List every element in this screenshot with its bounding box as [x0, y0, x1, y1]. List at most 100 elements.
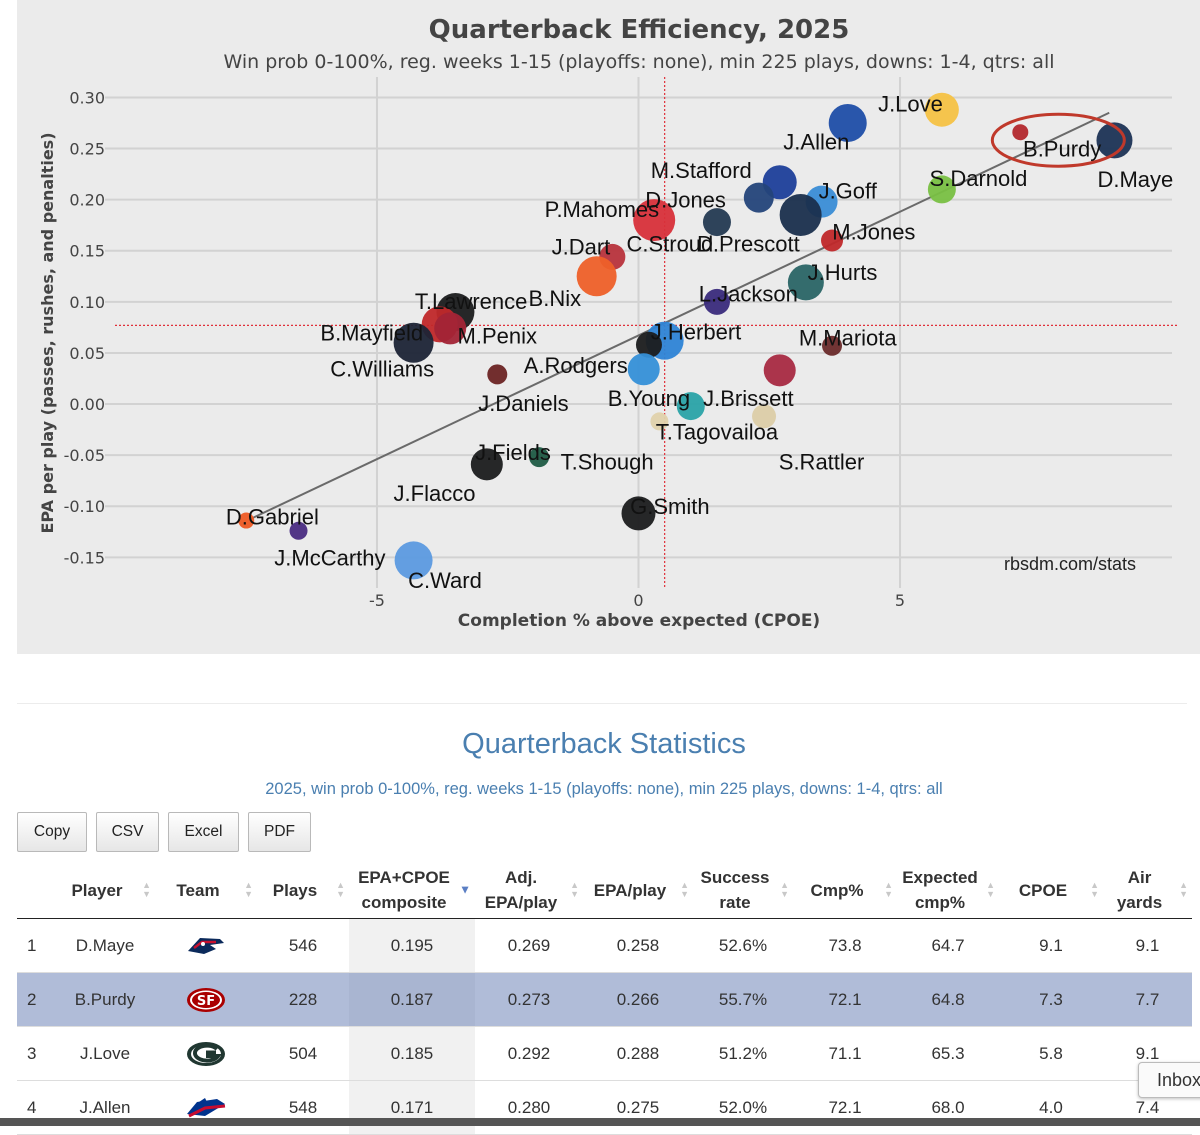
point-ljackson[interactable]: [703, 288, 730, 315]
label-cward: C.Ward: [408, 568, 482, 593]
point-mmariota[interactable]: [822, 335, 843, 356]
pdf-button[interactable]: PDF: [248, 812, 311, 852]
adj-epa-cell: 0.280: [475, 1080, 583, 1135]
x-axis-label: Completion % above expected (CPOE): [458, 611, 820, 631]
stats-subtitle: 2025, win prob 0-100%, reg. weeks 1-15 (…: [265, 780, 943, 798]
svg-text:SF: SF: [197, 994, 215, 1009]
point-jflacco[interactable]: [470, 448, 503, 481]
table-row[interactable]: 4 J.Allen 548 0.171 0.280 0.275 52.0% 72…: [17, 1080, 1192, 1135]
label-tlawrence: T.Lawrence: [415, 289, 528, 314]
label-jflacco: J.Flacco: [394, 481, 476, 506]
cpoe-cell: 9.1: [999, 918, 1103, 973]
label-dgabriel: D.Gabriel: [226, 504, 319, 529]
point-bnix[interactable]: [576, 256, 617, 297]
col-header-cmp[interactable]: Cmp% ▲ ▼: [793, 862, 897, 919]
sort-icon: ▲ ▼: [570, 880, 579, 899]
point-gsmith[interactable]: [621, 496, 656, 531]
point-mjones[interactable]: [821, 229, 844, 252]
col-header-air[interactable]: Air yards ▲ ▼: [1103, 862, 1192, 919]
col-header-player[interactable]: Player ▲ ▼: [55, 862, 155, 919]
csv-button[interactable]: CSV: [96, 812, 159, 852]
sort-icon: ▲ ▼: [1179, 880, 1188, 899]
point-sdarnold[interactable]: [927, 175, 956, 204]
y-tick-label: 0.20: [69, 191, 105, 210]
trendline: [251, 111, 1110, 520]
label-dprescott: D.Prescott: [697, 232, 800, 257]
col-header-plays[interactable]: Plays ▲ ▼: [257, 862, 349, 919]
epa-cell: 0.275: [583, 1080, 693, 1135]
inbox-tab[interactable]: Inbox: [1138, 1062, 1200, 1098]
y-tick-label: 0.15: [69, 242, 105, 261]
col-header-cpoe[interactable]: CPOE ▲ ▼: [999, 862, 1103, 919]
point-mpenix[interactable]: [434, 312, 467, 345]
excel-button[interactable]: Excel: [168, 812, 239, 852]
cpoe-cell: 4.0: [999, 1080, 1103, 1135]
point-pmahomes[interactable]: [633, 199, 676, 242]
cmp-cell: 71.1: [793, 1026, 897, 1081]
sort-icon: ▲ ▼: [986, 880, 995, 899]
plays-cell: 548: [257, 1080, 349, 1135]
col-header-success[interactable]: Success rate ▲ ▼: [693, 862, 793, 919]
y-axis-label: EPA per play (passes, rushes, and penalt…: [38, 132, 57, 533]
point-labels: J.Love J.Allen B.Purdy M.Stafford D.Maye S.Da…: [226, 92, 1173, 593]
point-djones[interactable]: [743, 182, 774, 213]
copy-button[interactable]: Copy: [17, 812, 87, 852]
point-dprescott[interactable]: [779, 193, 822, 236]
cmp-cell: 72.1: [793, 1080, 897, 1135]
col-header-epa[interactable]: EPA/play ▲ ▼: [583, 862, 693, 919]
table-row[interactable]: 1 D.Maye 546 0.195 0.269 0.258 52.6% 73.…: [17, 918, 1192, 973]
point-tshough[interactable]: [529, 447, 550, 468]
air-cell: 9.1: [1103, 918, 1192, 973]
col-header-composite[interactable]: EPA+CPOE composite ▼: [349, 862, 475, 919]
composite-cell: 0.185: [349, 1026, 475, 1081]
point-dgabriel[interactable]: [238, 512, 255, 529]
mean-lines: [115, 77, 1179, 588]
label-jfields: J.Fields: [475, 440, 551, 465]
label-ttagovailoa: T.Tagovailoa: [656, 420, 779, 445]
highlight-circle: [990, 112, 1126, 168]
label-arodgers: A.Rodgers: [524, 353, 628, 378]
plays-cell: 228: [257, 972, 349, 1027]
chart-subtitle: Win prob 0-100%, reg. weeks 1-15 (playof…: [223, 51, 1054, 73]
point-jbrissett[interactable]: [763, 354, 796, 387]
label-cstroud: C.Stroud: [626, 232, 713, 257]
sort-icon: ▲ ▼: [142, 880, 151, 899]
col-header-exp-cmp[interactable]: Expected cmp% ▲ ▼: [897, 862, 999, 919]
stats-table: Player ▲ ▼ Team ▲ ▼ Plays ▲ ▼ EPA+CPOE composit…: [17, 862, 1192, 1135]
point-jfields[interactable]: [650, 412, 669, 431]
point-ttagovailoa[interactable]: [676, 392, 705, 421]
col-header-team[interactable]: Team ▲ ▼: [155, 862, 257, 919]
table-row[interactable]: 3 J.Love 504 0.185 0.292 0.288 51.2% 71.…: [17, 1026, 1192, 1081]
adj-epa-cell: 0.292: [475, 1026, 583, 1081]
cmp-cell: 72.1: [793, 972, 897, 1027]
point-cstroud[interactable]: [702, 208, 731, 237]
label-srattler: S.Rattler: [779, 449, 865, 474]
49ers-logo: SF: [187, 987, 225, 1012]
exp-cmp-cell: 68.0: [897, 1080, 999, 1135]
trend-line: [251, 111, 1110, 520]
point-byoung[interactable]: [627, 353, 660, 386]
point-jhurts[interactable]: [787, 264, 824, 301]
epa-cell: 0.288: [583, 1026, 693, 1081]
point-jlove[interactable]: [924, 92, 959, 127]
player-cell: B.Purdy: [55, 972, 155, 1027]
point-jallen[interactable]: [828, 103, 867, 142]
point-bpurdy[interactable]: [1012, 124, 1029, 141]
point-cward[interactable]: [394, 541, 433, 580]
team-cell: [155, 1080, 257, 1135]
sort-desc-icon: ▼: [459, 882, 471, 897]
chart-title: Quarterback Efficiency, 2025: [429, 15, 850, 45]
data-points[interactable]: [238, 92, 1133, 580]
table-row-highlighted[interactable]: 2 B.Purdy SF 228 0.187 0.273 0.266 55.7%…: [17, 972, 1192, 1027]
point-arodgers[interactable]: [635, 331, 662, 358]
success-cell: 52.6%: [693, 918, 793, 973]
point-cwilliams[interactable]: [393, 322, 434, 363]
point-dmaye[interactable]: [1096, 122, 1133, 159]
col-header-adj-epa[interactable]: Adj. EPA/play ▲ ▼: [475, 862, 583, 919]
point-srattler[interactable]: [752, 404, 777, 429]
point-jmccarthy[interactable]: [289, 521, 308, 540]
y-tick-label: 0.00: [69, 395, 105, 414]
point-jdaniels[interactable]: [487, 364, 508, 385]
team-cell: [155, 1026, 257, 1081]
x-tick-label: 0: [633, 591, 643, 610]
